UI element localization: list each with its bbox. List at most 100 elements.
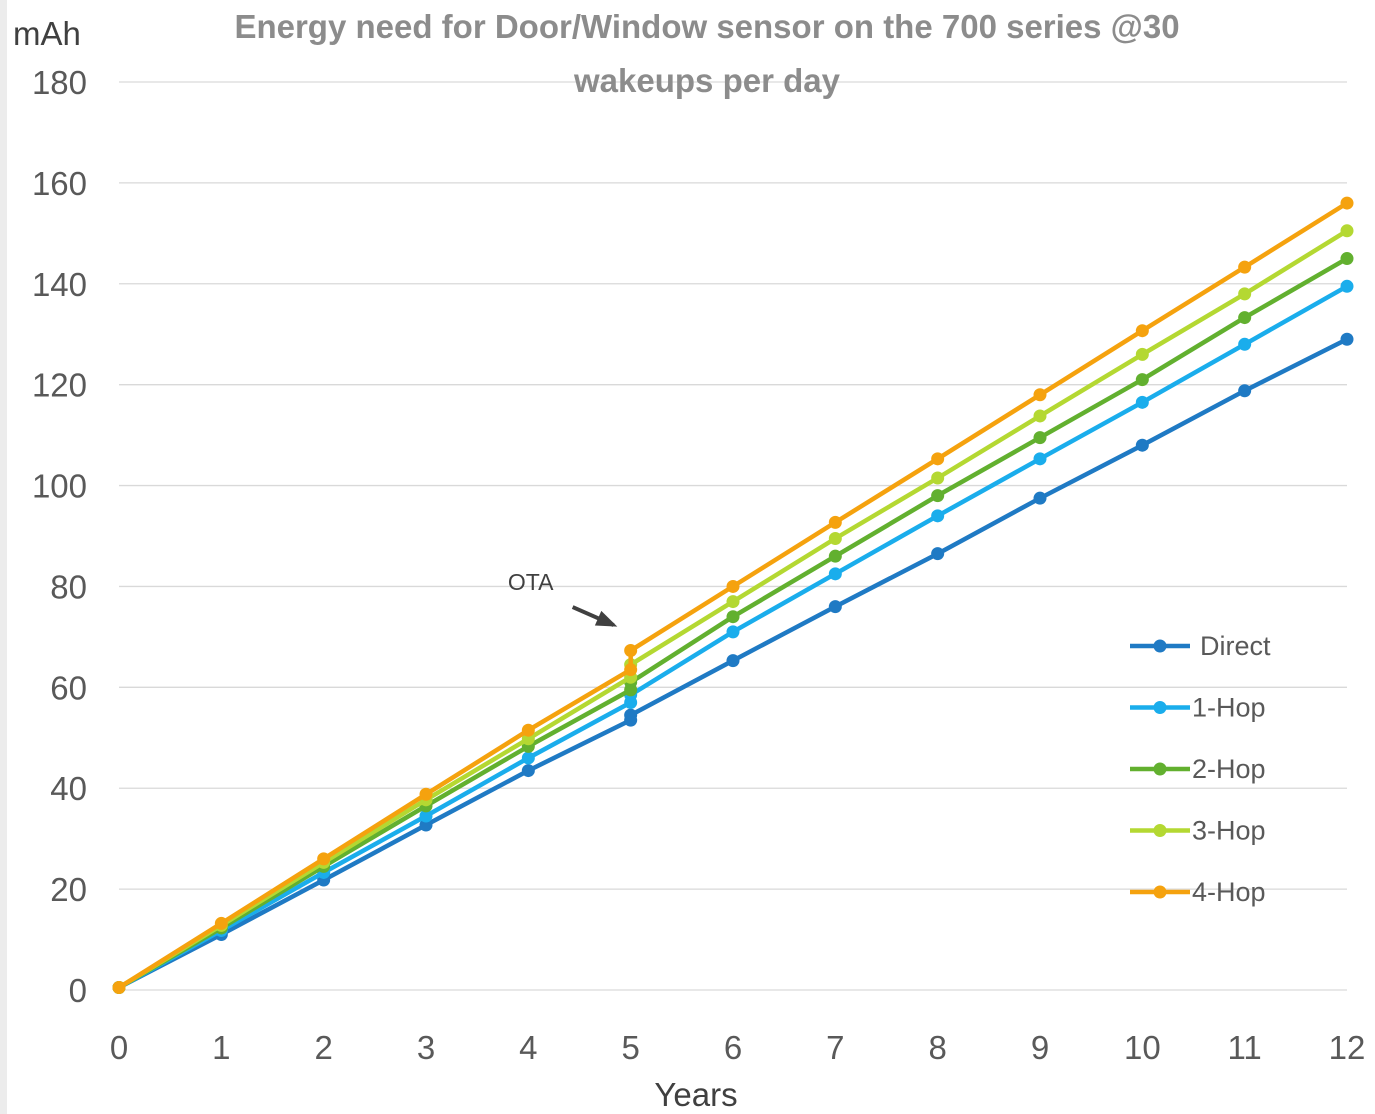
data-point bbox=[931, 452, 945, 466]
data-point bbox=[1033, 491, 1047, 505]
series-4-hop bbox=[112, 196, 1354, 994]
data-point bbox=[521, 751, 535, 765]
y-tick-label: 160 bbox=[32, 165, 87, 202]
y-tick-label: 180 bbox=[32, 64, 87, 101]
series-lines bbox=[112, 196, 1354, 994]
y-tick-label: 60 bbox=[50, 669, 87, 706]
chart-title-line-2: wakeups per day bbox=[573, 62, 841, 99]
data-point bbox=[419, 787, 433, 801]
data-point bbox=[1340, 252, 1354, 266]
legend-label: 4-Hop bbox=[1192, 877, 1266, 907]
x-axis-title: Years bbox=[654, 1076, 737, 1113]
data-point bbox=[828, 567, 842, 581]
annotations: OTA bbox=[508, 569, 618, 627]
data-point bbox=[112, 980, 126, 994]
data-point bbox=[726, 654, 740, 668]
data-point bbox=[726, 625, 740, 639]
data-point bbox=[1135, 395, 1149, 409]
annotation-arrow-head bbox=[594, 610, 618, 627]
y-tick-label: 120 bbox=[32, 367, 87, 404]
series-line bbox=[116, 284, 1350, 990]
legend-marker bbox=[1153, 885, 1167, 899]
legend-item-4-hop: 4-Hop bbox=[1130, 877, 1266, 907]
data-point bbox=[521, 764, 535, 778]
data-point bbox=[726, 595, 740, 609]
series-3-hop bbox=[112, 224, 1354, 994]
series-line bbox=[116, 228, 1350, 990]
legend-item-3-hop: 3-Hop bbox=[1130, 816, 1266, 846]
legend-marker bbox=[1153, 639, 1167, 653]
y-tick-label: 20 bbox=[50, 871, 87, 908]
data-point bbox=[1238, 337, 1252, 351]
x-tick-label: 8 bbox=[928, 1029, 946, 1066]
x-tick-label: 3 bbox=[417, 1029, 435, 1066]
data-point bbox=[1238, 311, 1252, 325]
x-tick-label: 5 bbox=[621, 1029, 639, 1066]
legend-marker bbox=[1153, 701, 1167, 714]
x-tick-label: 2 bbox=[314, 1029, 332, 1066]
x-axis-ticks: 0 1 2 3 4 5 6 7 8 9 10 11 12 bbox=[110, 1029, 1366, 1066]
annotation-label: OTA bbox=[508, 569, 554, 595]
series-2-hop bbox=[112, 252, 1354, 994]
data-point bbox=[521, 723, 535, 737]
y-tick-label: 0 bbox=[69, 972, 87, 1009]
legend-marker bbox=[1153, 762, 1167, 776]
data-point bbox=[931, 471, 945, 485]
y-tick-label: 140 bbox=[32, 266, 87, 303]
gridlines bbox=[119, 81, 1347, 991]
data-point bbox=[624, 644, 638, 658]
data-point bbox=[828, 549, 842, 563]
y-tick-label: 100 bbox=[32, 468, 87, 505]
x-tick-label: 7 bbox=[826, 1029, 844, 1066]
data-point bbox=[1238, 384, 1252, 398]
legend-item-direct: Direct bbox=[1130, 631, 1271, 661]
data-point bbox=[828, 600, 842, 614]
data-point bbox=[1033, 409, 1047, 423]
legend-label: Direct bbox=[1200, 631, 1271, 661]
data-point bbox=[1340, 279, 1354, 293]
data-point bbox=[828, 515, 842, 529]
chart-title-line-1: Energy need for Door/Window sensor on th… bbox=[234, 8, 1179, 45]
data-point bbox=[1135, 438, 1149, 452]
data-point bbox=[1340, 224, 1354, 238]
y-axis-ticks: 0 20 40 60 80 100 120 140 160 180 bbox=[32, 64, 87, 1009]
data-point bbox=[1238, 260, 1252, 274]
x-tick-label: 0 bbox=[110, 1029, 128, 1066]
data-point bbox=[931, 489, 945, 503]
data-point bbox=[1135, 373, 1149, 387]
data-point bbox=[1033, 388, 1047, 402]
data-point bbox=[931, 509, 945, 523]
data-point bbox=[419, 809, 433, 823]
x-tick-label: 6 bbox=[724, 1029, 742, 1066]
data-point bbox=[317, 852, 331, 866]
x-tick-label: 1 bbox=[212, 1029, 230, 1066]
x-tick-label: 11 bbox=[1228, 1029, 1262, 1066]
data-point bbox=[1033, 431, 1047, 445]
data-point bbox=[828, 532, 842, 546]
data-point bbox=[931, 547, 945, 561]
legend-label: 2-Hop bbox=[1192, 754, 1266, 784]
data-point bbox=[726, 610, 740, 624]
series-line bbox=[116, 256, 1350, 990]
legend-label: 1-Hop bbox=[1192, 693, 1266, 723]
data-point bbox=[1033, 452, 1047, 466]
data-point bbox=[1340, 332, 1354, 346]
data-point bbox=[1135, 324, 1149, 338]
legend-item-2-hop: 2-Hop bbox=[1130, 754, 1266, 784]
data-point bbox=[1135, 347, 1149, 361]
data-point bbox=[624, 708, 638, 722]
x-tick-label: 9 bbox=[1031, 1029, 1049, 1066]
x-tick-label: 4 bbox=[519, 1029, 537, 1066]
series-line bbox=[116, 337, 1350, 990]
data-point bbox=[726, 579, 740, 593]
legend-label: 3-Hop bbox=[1192, 816, 1266, 846]
series-1-hop bbox=[112, 279, 1354, 994]
data-point bbox=[419, 818, 433, 832]
data-point bbox=[1238, 287, 1252, 301]
y-axis-title: mAh bbox=[13, 15, 81, 52]
legend: Direct 1-Hop 2-Hop 3-Hop 4-Hop bbox=[1130, 631, 1271, 907]
x-tick-label: 10 bbox=[1124, 1029, 1161, 1066]
y-tick-label: 40 bbox=[50, 770, 87, 807]
